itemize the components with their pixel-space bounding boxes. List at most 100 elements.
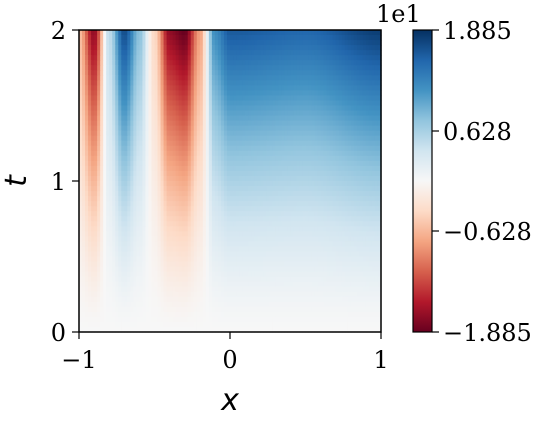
heatmap-cell (230, 216, 234, 222)
heatmap-cell (251, 75, 255, 81)
heatmap-cell (284, 165, 288, 172)
heatmap-cell (314, 85, 319, 91)
heatmap-cell (308, 30, 313, 36)
heatmap-cell (248, 65, 252, 71)
heatmap-cell (91, 135, 95, 142)
heatmap-cell (368, 221, 373, 227)
heatmap-cell (281, 256, 285, 263)
heatmap-cell (356, 120, 361, 127)
heatmap-cell (103, 75, 107, 81)
heatmap-cell (263, 95, 267, 102)
heatmap-cell (287, 276, 291, 283)
heatmap-cell (269, 40, 273, 46)
heatmap-cell (263, 221, 267, 227)
heatmap-cell (136, 236, 140, 242)
heatmap-cell (287, 211, 291, 217)
heatmap-cell (368, 160, 373, 167)
heatmap-cell (368, 170, 373, 177)
heatmap-cell (109, 150, 113, 157)
heatmap-cell (205, 186, 210, 192)
heatmap-cell (377, 30, 382, 36)
heatmap-cell (239, 211, 243, 217)
heatmap-cell (353, 191, 358, 197)
heatmap-cell (85, 186, 89, 192)
heatmap-cell (154, 125, 159, 132)
heatmap-cell (308, 201, 313, 207)
heatmap-cell (124, 30, 128, 36)
heatmap-cell (193, 196, 198, 202)
heatmap-cell (308, 165, 313, 172)
heatmap-cell (82, 221, 86, 227)
heatmap-cell (338, 150, 343, 157)
heatmap-cell (106, 191, 110, 197)
heatmap-cell (356, 140, 361, 147)
heatmap-cell (79, 216, 83, 222)
heatmap-cell (118, 70, 122, 76)
heatmap-cell (154, 271, 159, 278)
heatmap-cell (356, 60, 361, 66)
heatmap-cell (329, 100, 334, 107)
heatmap-cell (347, 276, 352, 283)
heatmap-cell (208, 75, 213, 81)
heatmap-cell (187, 241, 192, 248)
heatmap-cell (245, 191, 249, 197)
heatmap-cell (359, 181, 364, 187)
heatmap-cell (187, 191, 192, 197)
heatmap-cell (190, 70, 195, 76)
heatmap-cell (94, 45, 98, 51)
heatmap-cell (338, 130, 343, 137)
heatmap-cell (362, 140, 367, 147)
heatmap-cell (374, 165, 379, 172)
heatmap-cell (344, 35, 349, 41)
heatmap-cell (154, 70, 159, 76)
heatmap-cell (281, 181, 285, 187)
heatmap-cell (214, 261, 219, 268)
heatmap-cell (266, 30, 270, 36)
heatmap-cell (248, 135, 252, 142)
heatmap-cell (205, 100, 210, 107)
heatmap-cell (272, 85, 276, 91)
heatmap-cell (163, 60, 168, 66)
heatmap-cell (214, 251, 219, 258)
heatmap-cell (169, 60, 174, 66)
heatmap-cell (239, 130, 243, 137)
heatmap-cell (341, 155, 346, 162)
heatmap-cell (208, 135, 213, 142)
heatmap-cell (175, 110, 180, 117)
heatmap-cell (202, 150, 207, 157)
heatmap-cell (377, 120, 382, 127)
heatmap-cell (296, 251, 301, 258)
heatmap-cell (299, 105, 304, 112)
heatmap-cell (217, 251, 222, 258)
heatmap-cell (317, 221, 322, 227)
heatmap-cell (100, 90, 104, 97)
heatmap-cell (320, 80, 325, 86)
heatmap-cell (226, 246, 231, 253)
heatmap-cell (254, 216, 258, 222)
heatmap-cell (266, 145, 270, 152)
heatmap-cell (217, 35, 222, 41)
heatmap-cell (220, 201, 225, 207)
heatmap-cell (157, 155, 162, 162)
heatmap-cell (272, 216, 276, 222)
heatmap-cell (347, 85, 352, 91)
heatmap-cell (329, 85, 334, 91)
heatmap-cell (263, 75, 267, 81)
heatmap-cell (329, 246, 334, 253)
heatmap-cell (350, 201, 355, 207)
heatmap-cell (145, 181, 150, 187)
heatmap-cell (226, 221, 231, 227)
heatmap-cell (202, 55, 207, 61)
heatmap-cell (347, 135, 352, 142)
heatmap-cell (308, 221, 313, 227)
heatmap-cell (112, 160, 116, 167)
heatmap-cell (272, 95, 276, 102)
heatmap-cell (302, 120, 307, 127)
heatmap-cell (302, 246, 307, 253)
heatmap-cell (323, 175, 328, 182)
heatmap-cell (278, 165, 282, 172)
heatmap-cell (151, 231, 156, 237)
heatmap-cell (257, 276, 261, 283)
heatmap-cell (217, 175, 222, 182)
heatmap-cell (79, 125, 83, 132)
